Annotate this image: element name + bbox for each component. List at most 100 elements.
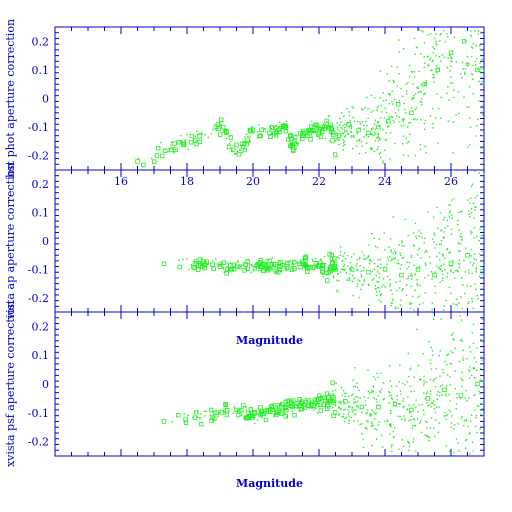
y-tick-label: -0.1 — [28, 121, 49, 134]
data-point — [370, 133, 372, 135]
data-point — [477, 68, 479, 71]
data-point — [201, 133, 204, 135]
data-point — [374, 119, 376, 122]
data-point — [445, 395, 447, 397]
data-point — [382, 278, 385, 280]
data-point — [204, 259, 209, 264]
data-point — [170, 144, 172, 146]
data-point — [293, 406, 296, 408]
data-point — [439, 385, 442, 387]
data-point — [168, 147, 170, 150]
data-point — [350, 128, 353, 130]
data-point — [388, 394, 391, 397]
data-point — [419, 148, 422, 151]
data-point — [349, 406, 351, 408]
data-point — [460, 338, 462, 341]
data-point — [226, 144, 232, 150]
data-point — [471, 231, 473, 234]
data-point — [332, 130, 334, 132]
data-point — [216, 263, 219, 265]
data-point — [412, 83, 414, 85]
data-point — [471, 272, 473, 275]
data-point — [204, 134, 207, 136]
data-point — [432, 46, 434, 48]
data-point — [375, 398, 377, 401]
data-point — [410, 415, 413, 417]
data-point — [402, 124, 405, 127]
data-point — [342, 416, 344, 418]
data-point — [386, 257, 389, 259]
data-point — [378, 290, 381, 293]
data-point — [465, 438, 468, 441]
data-point — [432, 380, 434, 382]
data-point — [373, 277, 375, 280]
data-point — [440, 268, 442, 271]
data-point — [173, 151, 175, 154]
data-point — [342, 149, 345, 151]
data-point — [440, 318, 442, 320]
x-tick-label: 16 — [114, 175, 128, 188]
data-point — [376, 404, 381, 410]
data-point — [255, 262, 257, 264]
data-point — [230, 147, 236, 153]
data-point — [336, 155, 338, 158]
data-point — [472, 64, 474, 67]
data-point — [434, 247, 436, 249]
data-point — [425, 264, 427, 266]
data-point — [468, 117, 471, 119]
data-point — [334, 268, 336, 270]
data-point — [322, 273, 324, 275]
data-point — [391, 258, 393, 261]
data-point — [471, 441, 474, 443]
data-point — [425, 420, 427, 423]
data-point — [237, 260, 239, 263]
data-point — [482, 268, 484, 271]
data-point — [413, 419, 416, 421]
data-point — [313, 269, 315, 271]
data-point — [379, 390, 381, 392]
data-point — [367, 397, 369, 399]
data-point — [425, 152, 427, 154]
data-point — [352, 116, 355, 119]
data-point — [200, 413, 202, 415]
data-point — [340, 126, 342, 129]
data-point — [453, 198, 455, 200]
data-point — [171, 147, 174, 150]
data-point — [353, 277, 356, 280]
data-point — [329, 267, 331, 270]
data-point — [322, 123, 325, 125]
data-point — [436, 398, 439, 400]
data-point — [370, 260, 372, 262]
data-point — [279, 401, 285, 407]
data-point — [428, 439, 430, 442]
data-point — [336, 126, 339, 128]
data-point — [390, 260, 392, 262]
data-point — [352, 385, 355, 388]
data-point — [433, 76, 436, 79]
data-point — [370, 128, 373, 130]
data-point — [347, 254, 349, 257]
data-point — [336, 291, 338, 293]
data-point — [472, 342, 475, 345]
data-point — [155, 146, 161, 151]
data-point — [409, 110, 414, 115]
data-point — [358, 127, 360, 130]
y-tick-label: 0.2 — [32, 35, 50, 48]
data-point — [445, 299, 447, 302]
data-point — [356, 268, 358, 271]
data-point — [437, 142, 439, 144]
data-point — [371, 232, 373, 235]
data-point — [224, 404, 227, 406]
data-point — [414, 154, 417, 157]
data-point — [331, 413, 336, 418]
data-point — [427, 405, 429, 407]
data-point — [358, 256, 361, 259]
data-point — [448, 286, 451, 289]
data-point — [208, 407, 214, 413]
data-point — [340, 407, 342, 410]
data-point — [469, 452, 471, 455]
data-point — [344, 418, 346, 420]
data-point — [389, 424, 391, 426]
data-point — [359, 123, 362, 125]
data-point — [378, 276, 381, 279]
